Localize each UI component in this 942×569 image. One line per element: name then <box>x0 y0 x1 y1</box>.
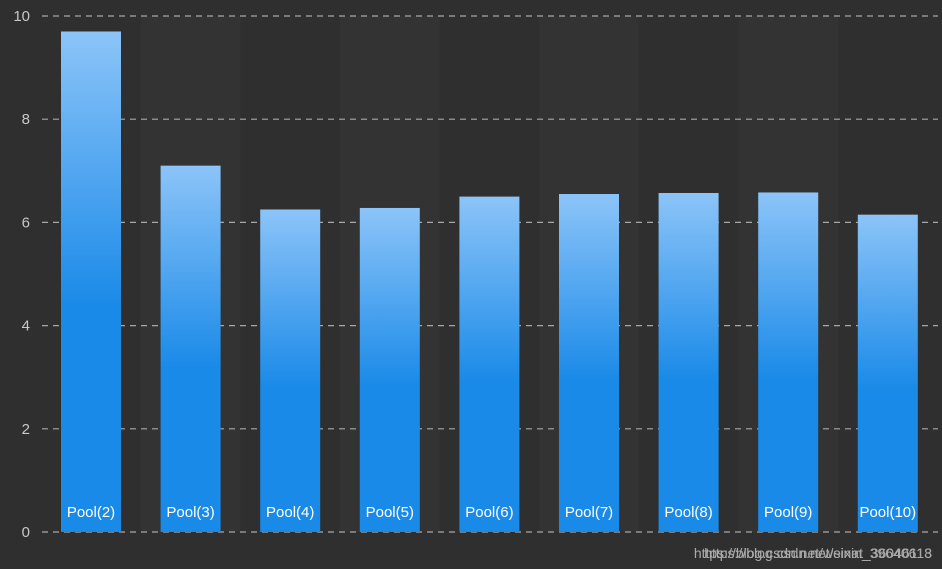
category-labels: Pool(2) Pool(3) Pool(4) Pool(5) Pool(6) Pool(… <box>67 504 916 521</box>
category-label: Pool(9) <box>764 504 812 521</box>
category-label: Pool(3) <box>166 504 214 521</box>
category-label: Pool(7) <box>565 504 613 521</box>
category-label: Pool(4) <box>266 504 314 521</box>
y-tick-label: 6 <box>22 214 30 231</box>
watermark: https://blog.csdn.net/weixin_39640618 ht… <box>694 545 932 561</box>
watermark-text-b: https://blog.csdn.net/sinat_36046113 <box>704 545 932 561</box>
bar <box>758 192 819 533</box>
bar <box>857 214 918 532</box>
y-axis-ticks: 0 2 4 6 8 10 <box>13 8 30 541</box>
category-label: Pool(6) <box>465 504 513 521</box>
category-label: Pool(2) <box>67 504 115 521</box>
bar <box>459 196 520 532</box>
bars <box>61 31 918 533</box>
y-tick-label: 4 <box>22 318 30 335</box>
bar <box>160 165 221 532</box>
y-tick-label: 8 <box>22 111 30 128</box>
bar <box>559 194 619 532</box>
watermark-text-a: https://blog.csdn.net/weixin_39640618 <box>693 545 932 561</box>
y-tick-label: 2 <box>22 421 30 438</box>
y-tick-label: 0 <box>22 524 30 541</box>
bar <box>359 207 420 532</box>
bar <box>658 192 719 532</box>
bar <box>260 209 321 532</box>
category-label: Pool(8) <box>664 504 712 521</box>
y-tick-label: 10 <box>13 8 30 25</box>
category-label: Pool(5) <box>366 504 414 521</box>
bar <box>61 31 121 532</box>
category-label: Pool(10) <box>859 504 916 521</box>
